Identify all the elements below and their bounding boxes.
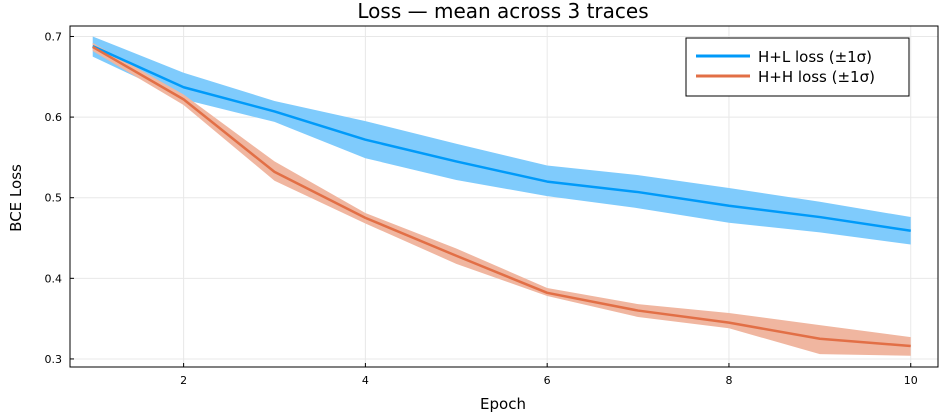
plot-frame — [69, 25, 939, 368]
series-line-0 — [92, 45, 911, 232]
legend: H+L loss (±1σ) H+H loss (±1σ) — [685, 37, 910, 97]
y-tick-label: 0.4 — [45, 272, 63, 285]
series-lines — [92, 45, 911, 348]
y-tick-label: 0.5 — [45, 192, 63, 205]
error-band-0 — [92, 36, 911, 245]
y-tick-label: 0.7 — [45, 30, 63, 43]
x-tick-label: 8 — [725, 374, 732, 387]
series-line-1 — [92, 45, 911, 348]
x-tick-label: 2 — [180, 374, 187, 387]
x-tick-label: 4 — [362, 374, 369, 387]
legend-box — [685, 37, 910, 97]
chart-title: Loss — mean across 3 traces — [357, 0, 648, 23]
x-tick-label: 10 — [904, 374, 918, 387]
legend-label-hl: H+L loss (±1σ) — [758, 48, 872, 66]
error-bands — [92, 36, 911, 356]
y-tick-label: 0.3 — [45, 353, 63, 366]
ticks: 2 4 6 8 10 0.3 0.4 0.5 0.6 0.7 — [45, 30, 918, 387]
x-tick-label: 6 — [544, 374, 551, 387]
y-tick-label: 0.6 — [45, 111, 63, 124]
y-axis-label: BCE Loss — [7, 164, 25, 232]
x-axis-label: Epoch — [480, 395, 526, 413]
legend-label-hh: H+H loss (±1σ) — [758, 68, 875, 86]
